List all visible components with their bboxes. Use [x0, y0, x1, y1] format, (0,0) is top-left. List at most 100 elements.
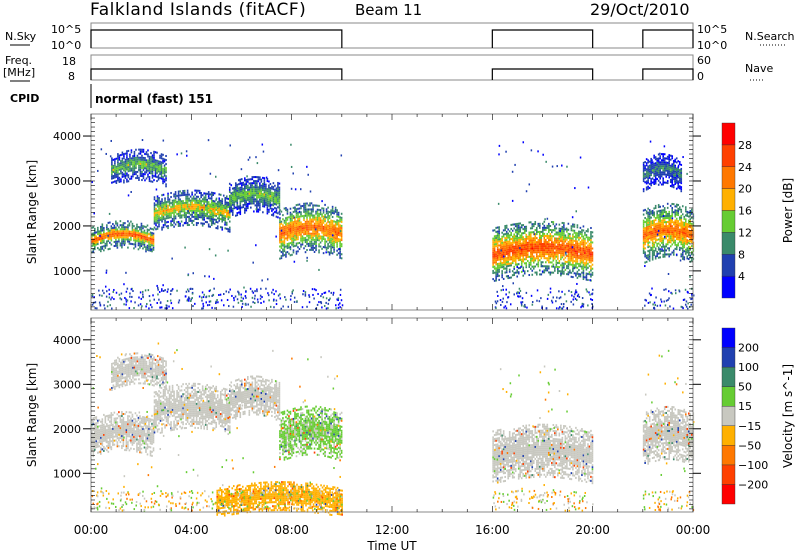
echo-cell [186, 211, 189, 214]
echo-cell [282, 250, 284, 253]
echo-cell [289, 213, 292, 216]
echo-cell [174, 191, 177, 194]
echo-cell [291, 225, 293, 228]
echo-cell [495, 269, 497, 272]
echo-cell [179, 224, 181, 227]
echo-cell [194, 211, 196, 214]
echo-cell [280, 255, 283, 258]
echo-cell [218, 219, 221, 222]
echo-cell [546, 226, 549, 229]
echo-cell [552, 221, 555, 224]
echo-cell [517, 248, 520, 251]
echo-cell [642, 169, 645, 172]
echo-cell [681, 223, 684, 226]
echo-cell [103, 233, 105, 236]
echo-cell [508, 258, 511, 261]
echo-cell [307, 230, 310, 233]
echo-cell [149, 249, 152, 252]
echo-cell [306, 220, 308, 223]
echo-cell [511, 249, 514, 252]
echo-cell [537, 249, 540, 252]
echo-cell [584, 241, 586, 244]
echo-cell [117, 157, 119, 160]
echo-cell [316, 237, 319, 240]
echo-cell [312, 234, 314, 237]
echo-cell [271, 207, 273, 210]
echo-cell [644, 243, 646, 246]
echo-cell [218, 215, 221, 218]
echo-cell [642, 225, 645, 228]
echo-cell [289, 254, 292, 257]
echo-cell [253, 297, 256, 300]
echo-cell [584, 264, 586, 267]
echo-cell [141, 156, 143, 159]
echo-cell [647, 229, 649, 232]
echo-cell [507, 256, 509, 259]
echo-cell [288, 232, 290, 235]
echo-cell [526, 253, 529, 256]
echo-cell [587, 278, 589, 281]
echo-cell [160, 177, 163, 180]
echo-cell [644, 165, 646, 168]
echo-cell [225, 223, 228, 226]
echo-cell [179, 202, 181, 205]
echo-cell [657, 228, 660, 231]
echo-cell [105, 269, 108, 272]
echo-cell [171, 257, 173, 260]
echo-cell [537, 257, 540, 260]
echo-cell [121, 163, 124, 166]
echo-cell [241, 299, 243, 302]
echo-cell [567, 267, 570, 270]
echo-cell [642, 209, 645, 212]
echo-cell [581, 253, 583, 256]
echo-cell [208, 303, 211, 306]
echo-cell [142, 227, 144, 230]
echo-cell [224, 209, 227, 212]
echo-cell [233, 193, 236, 196]
echo-cell [654, 217, 657, 220]
echo-cell [588, 252, 591, 255]
echo-cell [554, 225, 556, 228]
echo-cell [101, 245, 104, 248]
echo-cell [312, 218, 314, 221]
echo-cell [555, 241, 558, 244]
echo-cell [534, 220, 537, 224]
echo-cell [127, 228, 129, 231]
echo-cell [143, 225, 146, 228]
echo-cell [671, 177, 674, 180]
echo-cell [678, 173, 681, 176]
echo-cell [520, 270, 523, 273]
echo-cell [189, 219, 192, 222]
echo-cell [558, 245, 561, 248]
echo-cell [216, 203, 219, 206]
echo-cell [142, 150, 145, 153]
echo-cell [324, 216, 326, 219]
echo-cell [678, 216, 681, 219]
echo-cell [543, 253, 546, 256]
echo-cell [656, 222, 658, 225]
echo-cell [145, 238, 147, 241]
echo-cell [240, 206, 243, 209]
echo-cell [239, 202, 242, 205]
echo-cell [148, 155, 151, 158]
echo-cell [590, 231, 592, 234]
echo-cell [148, 175, 151, 179]
echo-cell [139, 160, 142, 163]
echo-cell [130, 175, 133, 178]
echo-cell [153, 164, 155, 167]
echo-cell [119, 230, 122, 233]
echo-cell [162, 209, 165, 212]
echo-cell [653, 170, 655, 173]
echo-cell [133, 159, 136, 162]
echo-cell [149, 227, 152, 230]
echo-cell [150, 152, 152, 155]
echo-cell [535, 247, 538, 250]
echo-cell [104, 232, 107, 235]
echo-cell [333, 212, 335, 215]
echo-cell [590, 245, 592, 248]
echo-cell [162, 216, 165, 219]
echo-cell [291, 219, 293, 222]
echo-cell [668, 160, 671, 163]
echo-cell [179, 214, 181, 217]
echo-cell [186, 203, 189, 206]
